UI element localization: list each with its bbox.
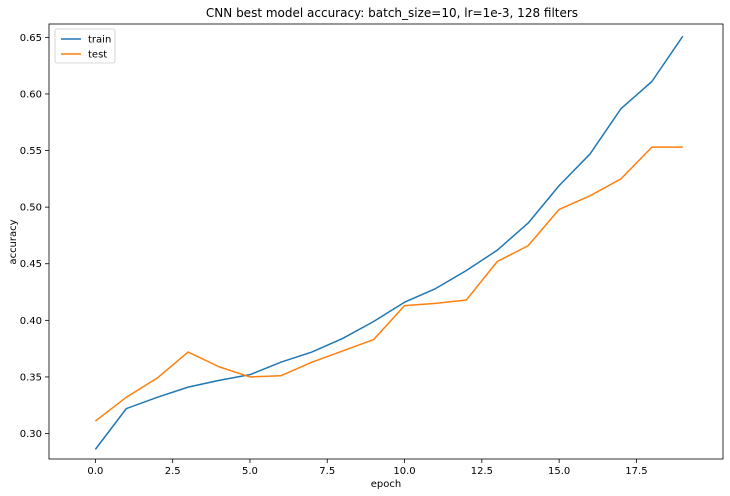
x-tick-label: 2.5 — [165, 466, 181, 477]
y-tick-label: 0.65 — [20, 33, 42, 44]
x-tick-label: 0.0 — [87, 466, 103, 477]
legend-label-train: train — [88, 35, 111, 46]
y-tick-label: 0.60 — [20, 89, 42, 100]
y-tick-label: 0.45 — [20, 259, 42, 270]
series-line-train — [94, 35, 684, 450]
x-tick-label: 10.0 — [393, 466, 415, 477]
x-tick-label: 5.0 — [242, 466, 258, 477]
x-axis-label: epoch — [371, 479, 401, 490]
y-tick-label: 0.30 — [20, 429, 42, 440]
x-tick-label: 7.5 — [319, 466, 335, 477]
x-tick-label: 17.5 — [625, 466, 647, 477]
legend-label-test: test — [88, 50, 107, 61]
chart-title: CNN best model accuracy: batch_size=10, … — [206, 6, 578, 20]
y-tick-label: 0.55 — [20, 146, 42, 157]
x-tick-label: 12.5 — [471, 466, 493, 477]
series-line-test — [94, 146, 683, 422]
y-tick-label: 0.40 — [20, 316, 42, 327]
plot-area — [94, 35, 684, 450]
legend: train test — [54, 28, 116, 64]
y-axis-label: accuracy — [8, 219, 19, 264]
y-tick-label: 0.35 — [20, 372, 42, 383]
plot-frame — [48, 23, 724, 460]
x-tick-label: 15.0 — [548, 466, 570, 477]
y-tick-label: 0.50 — [20, 203, 42, 214]
